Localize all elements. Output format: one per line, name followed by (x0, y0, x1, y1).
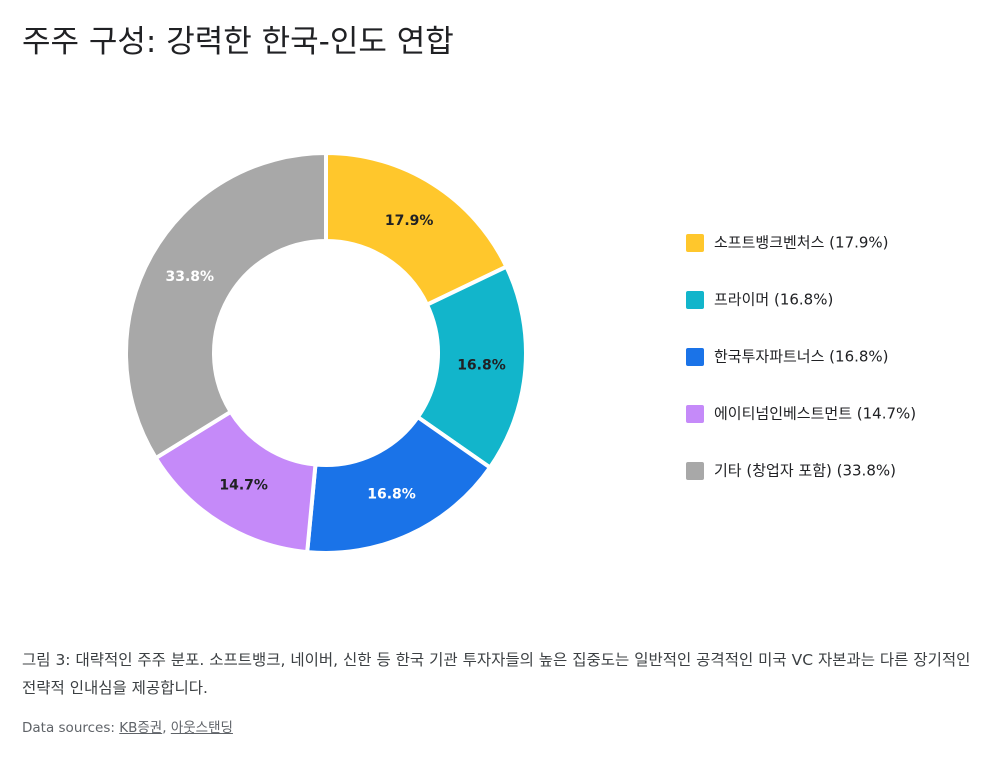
caption: 그림 3: 대략적인 주주 분포. 소프트뱅크, 네이버, 신한 등 한국 기관… (22, 651, 971, 697)
chart: 17.9% 16.8% 16.8% 14.7% 33.8% 소프트뱅크벤처스 (17.9%… (124, 150, 917, 553)
separator: , (162, 720, 167, 736)
legend-swatch (686, 462, 704, 480)
legend-swatch (686, 234, 704, 252)
data-label: 16.8% (367, 487, 416, 503)
legend-label: 에이티넘인베스트먼트 (14.7%) (714, 405, 916, 423)
source-link[interactable]: KB증권 (119, 720, 163, 736)
source-label: Data sources: (22, 720, 115, 736)
source-link[interactable]: 아웃스탠딩 (170, 720, 233, 736)
legend-label: 프라이머 (16.8%) (714, 291, 833, 309)
legend-swatch (686, 291, 704, 309)
data-label: 17.9% (385, 213, 434, 229)
legend-label: 한국투자파트너스 (16.8%) (714, 348, 889, 366)
sources: Data sources: KB증권, 아웃스탠딩 (22, 716, 233, 736)
legend-label: 소프트뱅크벤처스 (17.9%) (714, 234, 889, 252)
data-label: 33.8% (165, 269, 214, 285)
chart-title: 주주 구성: 강력한 한국-인도 연합 (22, 24, 454, 60)
slice (124, 150, 328, 461)
legend-swatch (686, 348, 704, 366)
slice (324, 150, 510, 308)
data-label: 14.7% (219, 477, 268, 493)
legend-label: 기타 (창업자 포함) (33.8%) (714, 462, 896, 480)
data-label: 16.8% (457, 358, 506, 374)
legend-swatch (686, 405, 704, 423)
